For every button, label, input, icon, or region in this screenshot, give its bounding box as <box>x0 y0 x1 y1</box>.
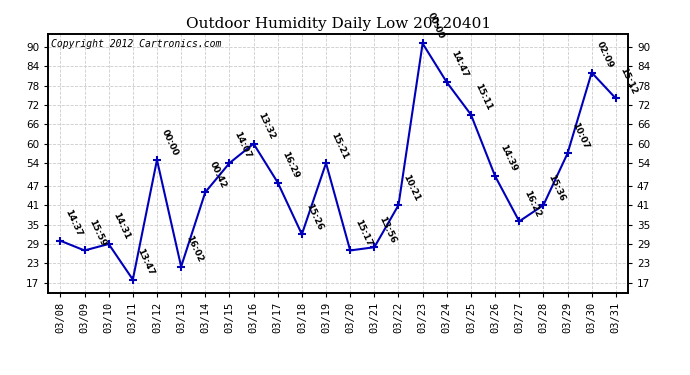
Text: 00:42: 00:42 <box>208 160 228 189</box>
Text: 14:47: 14:47 <box>450 50 470 80</box>
Text: 13:56: 13:56 <box>377 215 397 244</box>
Text: 16:02: 16:02 <box>184 234 204 264</box>
Text: Copyright 2012 Cartronics.com: Copyright 2012 Cartronics.com <box>51 39 221 49</box>
Text: 15:26: 15:26 <box>305 202 325 231</box>
Text: 16:22: 16:22 <box>522 189 542 219</box>
Text: 13:32: 13:32 <box>257 111 277 141</box>
Text: 13:47: 13:47 <box>136 247 156 277</box>
Text: 14:37: 14:37 <box>63 208 83 238</box>
Text: 15:11: 15:11 <box>474 82 494 112</box>
Text: 15:59: 15:59 <box>88 218 108 248</box>
Text: 15:36: 15:36 <box>546 172 566 202</box>
Text: 10:07: 10:07 <box>571 121 591 151</box>
Text: 10:21: 10:21 <box>402 173 422 202</box>
Text: 02:09: 02:09 <box>595 40 615 70</box>
Text: 14:39: 14:39 <box>498 143 518 173</box>
Text: 15:21: 15:21 <box>329 130 349 160</box>
Text: 15:17: 15:17 <box>353 218 373 248</box>
Text: 00:00: 00:00 <box>160 128 180 157</box>
Text: 15:12: 15:12 <box>619 66 639 96</box>
Text: 00:00: 00:00 <box>426 11 446 40</box>
Title: Outdoor Humidity Daily Low 20120401: Outdoor Humidity Daily Low 20120401 <box>186 17 491 31</box>
Text: 14:07: 14:07 <box>233 130 253 160</box>
Text: 16:29: 16:29 <box>281 150 301 180</box>
Text: 14:31: 14:31 <box>112 211 132 241</box>
